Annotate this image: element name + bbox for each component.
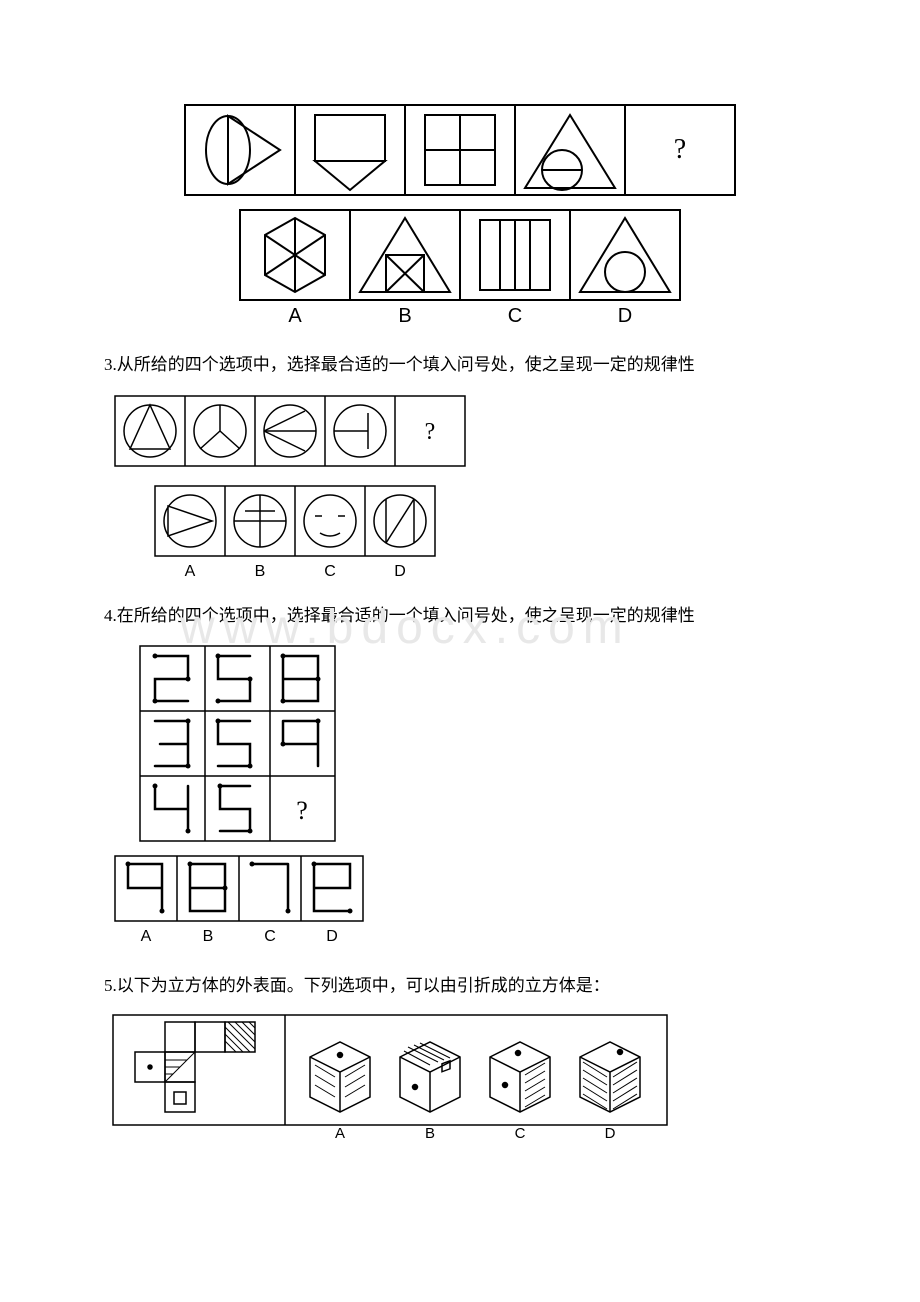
q5-label-b: B (425, 1125, 435, 1142)
q2-figure: ? A B C D (70, 100, 850, 330)
q4-figure: ? A B C D (70, 641, 850, 951)
q4-label-c: C (264, 928, 276, 945)
q5-label-d: D (605, 1125, 616, 1142)
q3-text: 3.从所给的四个选项中，选择最合适的一个填入问号处，使之呈现一定的规律性 (70, 350, 850, 381)
q2-label-c: C (508, 305, 522, 327)
q2-label-b: B (398, 305, 411, 327)
q4-label-d: D (326, 928, 338, 945)
q5-figure: A B C D (70, 1012, 850, 1142)
q3-label-d: D (394, 563, 406, 580)
q4-qmark: ? (296, 796, 308, 825)
q5-text: 5.以下为立方体的外表面。下列选项中，可以由引折成的立方体是： (70, 971, 850, 1002)
q3-label-a: A (185, 563, 196, 580)
q2-label-d: D (618, 305, 632, 327)
q5-label-a: A (335, 1125, 345, 1142)
q2-qmark: ? (674, 134, 686, 165)
q4-label-b: B (203, 928, 214, 945)
q3-label-c: C (324, 563, 336, 580)
q2-label-a: A (288, 305, 302, 327)
q3-qmark: ? (425, 419, 436, 445)
q4-text: 4.在所给的四个选项中，选择最合适的一个填入问号处，使之呈现一定的规律性 (70, 601, 850, 632)
q3-label-b: B (255, 563, 266, 580)
q3-figure: ? A B C D (70, 391, 850, 581)
q4-label-a: A (141, 928, 152, 945)
q5-label-c: C (515, 1125, 526, 1142)
